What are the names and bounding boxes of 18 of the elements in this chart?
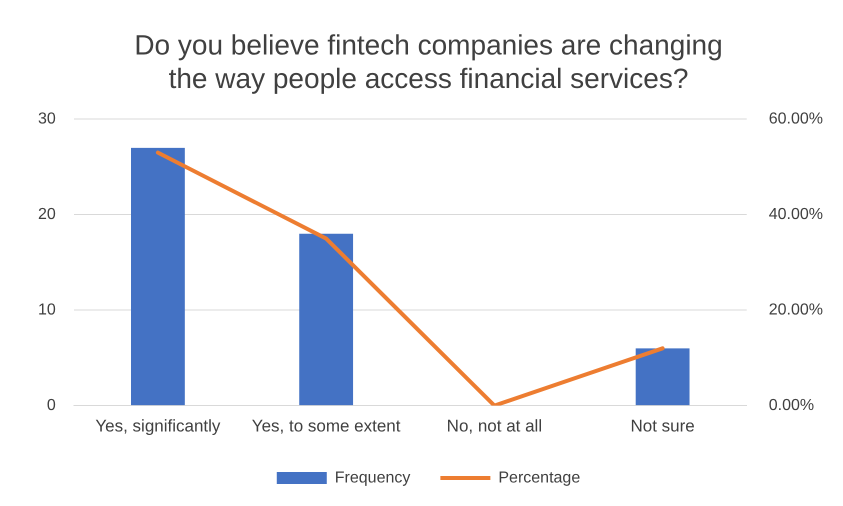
x-tick-label: Not sure (630, 416, 695, 436)
legend-label: Percentage (498, 469, 580, 486)
bar (636, 348, 690, 406)
x-tick-label: Yes, significantly (95, 416, 221, 436)
chart-title: Do you believe fintech companies are changing the way people access financial services? (134, 30, 723, 94)
y2-tick-label: 40.00% (768, 206, 823, 224)
bar (299, 234, 354, 406)
y-tick-label: 0 (46, 397, 56, 414)
y-tick-label: 30 (38, 110, 56, 128)
y2-tick-label: 20.00% (768, 302, 823, 319)
x-tick-label: No, not at all (446, 416, 542, 436)
y2-tick-label: 0.00% (768, 397, 814, 414)
x-tick-label: Yes, to some extent (252, 416, 401, 436)
legend-label: Frequency (334, 469, 410, 486)
y-tick-label: 10 (38, 302, 56, 319)
y2-tick-label: 60.00% (768, 110, 823, 128)
bar (130, 148, 185, 406)
y-tick-label: 20 (38, 206, 56, 224)
